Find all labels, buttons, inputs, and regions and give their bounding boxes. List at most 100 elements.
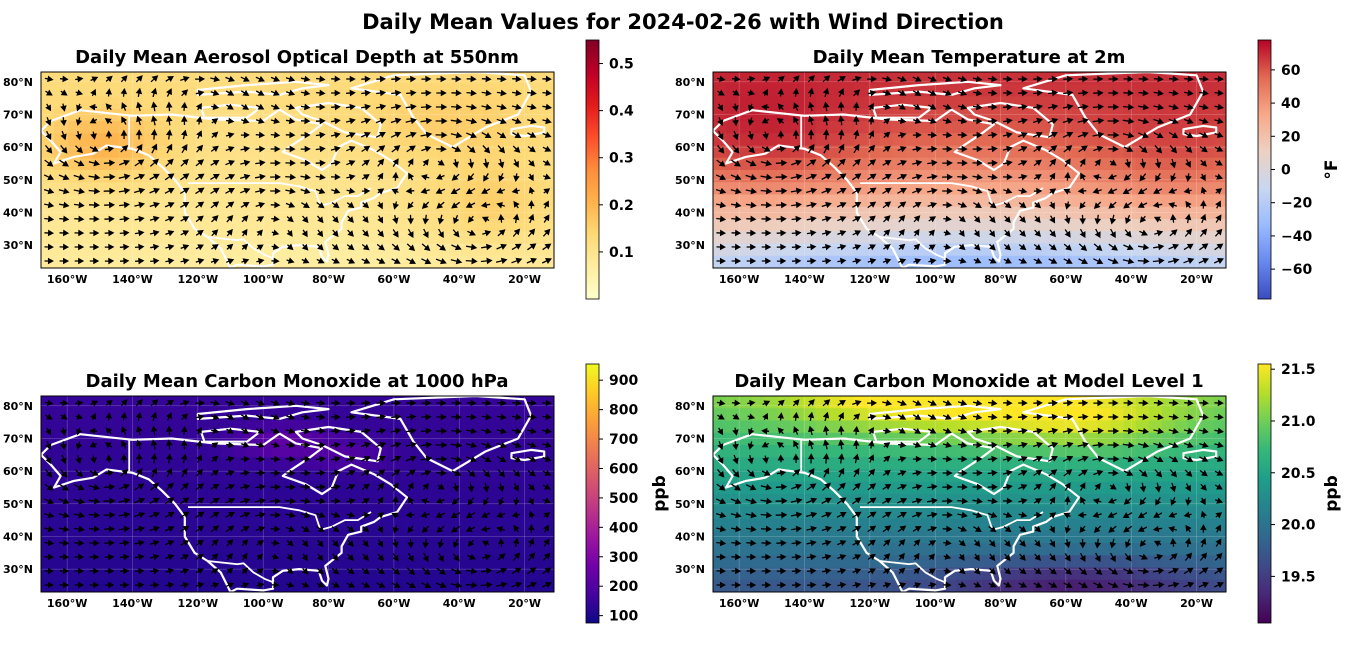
heatmap-cell (828, 518, 842, 532)
wind-arrow (497, 213, 505, 223)
wind-arrow (1168, 413, 1179, 421)
wind-arrow (270, 399, 281, 406)
wind-arrow (1169, 213, 1177, 223)
heatmap-cell (1187, 481, 1201, 495)
wind-arrow (1168, 117, 1179, 125)
wind-arrow (481, 89, 492, 97)
heatmap-cell (464, 579, 478, 592)
heatmap-cell (751, 579, 765, 592)
wind-arrow (1063, 413, 1074, 421)
wind-arrow (240, 511, 251, 518)
heatmap-cell (528, 255, 542, 268)
heatmap-cell (477, 543, 491, 556)
heatmap-cell (246, 133, 260, 147)
wind-arrow (528, 159, 535, 167)
heatmap-cell (1200, 108, 1214, 122)
heatmap-cell (713, 108, 727, 122)
heatmap-cell (1136, 530, 1150, 544)
wind-arrow (88, 497, 101, 505)
heatmap-cell (995, 133, 1009, 147)
wind-arrow (375, 456, 386, 462)
wind-arrow (134, 553, 145, 561)
wind-arrow (270, 455, 281, 463)
wind-arrow (777, 412, 785, 421)
heatmap-cell (271, 530, 286, 544)
wind-arrow (345, 103, 356, 111)
wind-arrow (195, 159, 205, 167)
wind-arrow (972, 511, 983, 519)
wind-arrow (255, 131, 266, 139)
heatmap-cell (1200, 219, 1214, 232)
wind-arrow (496, 243, 508, 250)
wind-arrow (150, 411, 158, 422)
wind-arrow (542, 427, 552, 435)
heatmap-cell (841, 494, 855, 507)
heatmap-cell (41, 579, 55, 592)
wind-arrow (135, 581, 145, 589)
wind-arrow (255, 525, 266, 533)
heatmap-cell (1200, 481, 1214, 495)
wind-arrow (1139, 553, 1148, 560)
heatmap-cell (528, 579, 542, 592)
heatmap-cell (1136, 255, 1150, 268)
heatmap-cell (143, 420, 158, 434)
heatmap-cell (751, 243, 765, 257)
x-tick-label: 60°W (1049, 273, 1082, 286)
heatmap-cell (802, 255, 817, 268)
wind-arrow (225, 160, 235, 167)
heatmap-cell (1174, 469, 1189, 483)
wind-arrow (149, 497, 160, 505)
map-frame (712, 71, 1227, 269)
wind-arrow (135, 411, 143, 422)
wind-arrow (345, 441, 356, 449)
wind-arrow (180, 244, 190, 251)
heatmap-cell (1174, 182, 1189, 196)
heatmap-cell (956, 530, 971, 544)
wind-arrow (1033, 75, 1043, 83)
wind-arrow (882, 75, 893, 83)
heatmap-cell (764, 96, 778, 110)
heatmap-cell (1161, 84, 1176, 98)
wind-arrow (44, 229, 55, 237)
wind-arrow (195, 426, 202, 435)
wind-arrow (497, 158, 505, 169)
wind-arrow (240, 145, 251, 153)
wind-arrow (225, 456, 235, 463)
wind-arrow (254, 497, 266, 505)
heatmap-cell (1200, 579, 1214, 592)
wind-arrow (527, 552, 536, 561)
wind-arrow (1153, 399, 1164, 407)
wind-arrow (482, 482, 490, 493)
wind-arrow (867, 483, 877, 491)
wind-arrow (912, 75, 922, 82)
wind-arrow (346, 75, 356, 83)
heatmap-cell (1123, 84, 1137, 98)
heatmap-cell (297, 555, 311, 569)
heatmap-cell (1020, 108, 1035, 122)
heatmap-cell (995, 469, 1009, 483)
heatmap-cell (207, 543, 222, 556)
heatmap-cell (1007, 494, 1022, 507)
wind-arrow (1003, 202, 1012, 209)
heatmap-cell (738, 182, 753, 196)
colorbar-tick-label: 21.5 (1281, 362, 1316, 378)
heatmap-cell (854, 494, 868, 507)
wind-arrow (716, 229, 727, 237)
wind-arrow (912, 173, 923, 181)
heatmap-cell (79, 518, 93, 532)
heatmap-cell (425, 432, 440, 446)
heatmap-cell (66, 396, 81, 409)
wind-arrow (1064, 539, 1071, 549)
wind-arrow (1199, 75, 1209, 83)
heatmap-cell (233, 494, 247, 507)
wind-arrow (1213, 581, 1224, 588)
wind-arrow (241, 539, 249, 547)
wind-arrow (1139, 173, 1147, 182)
heatmap-cell (143, 194, 158, 208)
heatmap-cell (412, 108, 427, 122)
heatmap-cell (79, 96, 93, 110)
wind-arrow (512, 413, 522, 421)
wind-arrow (1002, 441, 1013, 449)
wind-arrow (195, 483, 205, 491)
wind-arrow (59, 215, 70, 223)
